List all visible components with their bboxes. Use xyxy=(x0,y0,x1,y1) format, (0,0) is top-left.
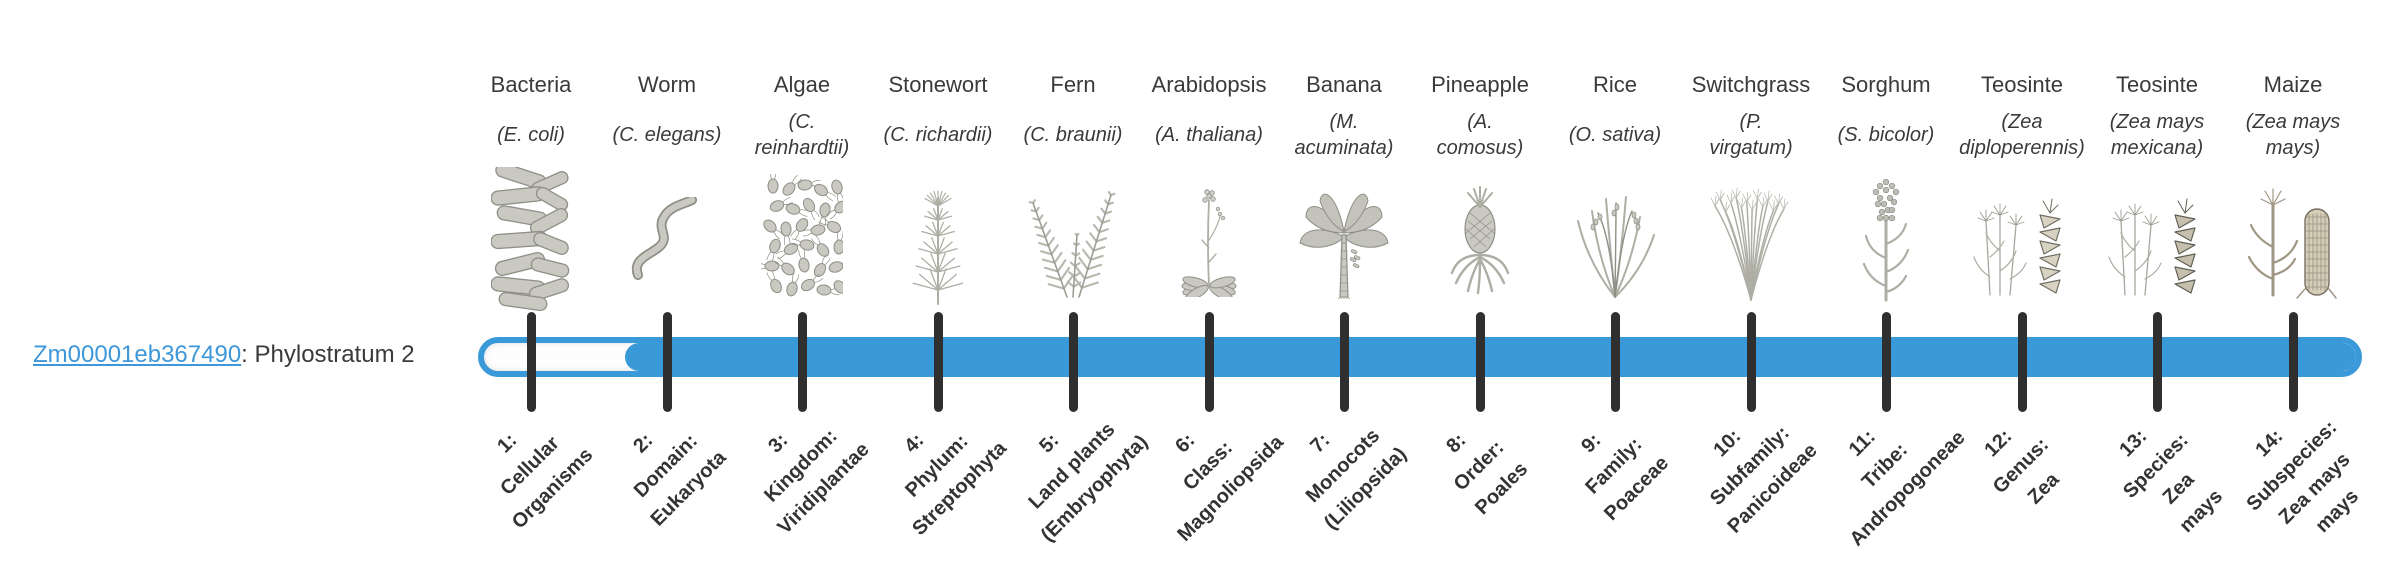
stratum-stage-label: 2: Domain: Eukaryota xyxy=(629,429,731,531)
stratum-column: Bacteria (E. coli) 1: Cellular Organisms xyxy=(411,0,651,580)
arabidopsis-illustration xyxy=(1089,166,1329,312)
gene-id-link[interactable]: Zm00001eb367490 xyxy=(33,341,242,368)
organism-name-label: Sorghum xyxy=(1841,72,1931,97)
organism-scientific-name: (Zea mays mexicana) xyxy=(2109,111,2205,159)
stratum-stage-label: 4: Phylum: Streptophyta xyxy=(900,429,1011,540)
organism-name-label: Switchgrass xyxy=(1691,72,1811,97)
pineapple-illustration xyxy=(1360,166,1600,312)
stratum-stage-label: 5: Land plants (Embryophyta) xyxy=(1024,418,1153,547)
stratum-stage-label: 1: Cellular Organisms xyxy=(493,429,598,534)
stratum-stage-label: 7: Monocots (Liliopsida) xyxy=(1301,424,1412,535)
organism-name-label: Bacteria xyxy=(490,72,572,97)
stratum-column: Worm (C. elegans) 2: Domain: Eukaryota xyxy=(547,0,787,580)
stratum-column: Fern (C. braunii) 5: Land plants (Embryo… xyxy=(953,0,1193,580)
stratum-column: Arabidopsis (A. thaliana) 6: Class: Magn… xyxy=(1089,0,1329,580)
stratum-column: Pineapple (A. comosus) 8: Order: Poales xyxy=(1360,0,1600,580)
bacteria-illustration xyxy=(411,166,651,312)
organism-name-label: Algae xyxy=(773,72,831,97)
stratum-stage-label: 11: Tribe: Andropogoneae xyxy=(1844,425,1970,551)
fern-illustration xyxy=(953,166,1193,312)
worm-illustration xyxy=(547,166,787,312)
gene-label: Zm00001eb367490: Phylostratum 2 xyxy=(33,341,415,369)
organism-name-label: Banana xyxy=(1306,72,1382,97)
banana-illustration xyxy=(1224,166,1464,312)
stratum-column: Rice (O. sativa) 9: Family: Poaceae xyxy=(1495,0,1735,580)
organism-name-label: Arabidopsis xyxy=(1151,72,1267,97)
organism-scientific-name: (S. bicolor) xyxy=(1837,124,1935,146)
organism-scientific-name: (A. thaliana) xyxy=(1155,124,1263,146)
organism-scientific-name: (C. elegans) xyxy=(612,124,722,146)
organism-name-label: Teosinte xyxy=(1981,72,2063,97)
organism-name-label: Rice xyxy=(1592,72,1637,97)
organism-name-label: Pineapple xyxy=(1431,72,1529,97)
switchgrass-illustration xyxy=(1631,166,1871,312)
stratum-stage-label: 9: Family: Poaceae xyxy=(1577,429,1674,526)
organism-name-label: Stonewort xyxy=(888,72,988,97)
organism-scientific-name: (Zea mays mays) xyxy=(2245,111,2341,159)
organism-name-label: Fern xyxy=(1050,72,1096,97)
organism-scientific-name: (E. coli) xyxy=(497,124,565,146)
algae-illustration xyxy=(682,166,922,312)
sorghum-illustration xyxy=(1766,166,2006,312)
stratum-column: Maize (Zea mays mays) 14: Subspecies: Ze… xyxy=(2173,0,2400,580)
stratum-stage-label: 8: Order: Poales xyxy=(1442,429,1533,520)
stratum-stage-label: 3: Kingdom: Viridiplantae xyxy=(760,425,874,539)
stratum-column: Switchgrass (P. virgatum) 10: Subfamily:… xyxy=(1631,0,1871,580)
organism-name-label: Maize xyxy=(2263,72,2323,97)
organism-scientific-name: (C. richardii) xyxy=(883,124,993,146)
timeline-bar xyxy=(478,337,2362,377)
organism-scientific-name: (C. braunii) xyxy=(1023,124,1123,146)
organism-name-label: Worm xyxy=(637,72,697,97)
stratum-column: Stonewort (C. richardii) 4: Phylum: Stre… xyxy=(818,0,1058,580)
stratum-stage-label: 14: Subspecies: Zea mays mays xyxy=(2242,416,2364,538)
organism-scientific-name: (A. comosus) xyxy=(1436,111,1524,159)
organism-scientific-name: (P. virgatum) xyxy=(1709,111,1793,159)
stratum-column: Teosinte (Zea diploperennis) 12: Genus: … xyxy=(1902,0,2142,580)
organism-scientific-name: (M. acuminata) xyxy=(1294,111,1394,159)
rice-illustration xyxy=(1495,166,1735,312)
organism-scientific-name: (O. sativa) xyxy=(1568,124,1662,146)
stratum-stage-label: 6: Class: Magnoliopsida xyxy=(1171,429,1288,546)
teosinte-mexicana-illustration xyxy=(2037,166,2277,312)
organism-scientific-name: (C. reinhardtii) xyxy=(754,111,850,159)
organism-scientific-name: (Zea diploperennis) xyxy=(1959,111,2085,159)
teosinte-diploperennis-illustration xyxy=(1902,166,2142,312)
stratum-column: Banana (M. acuminata) 7: Monocots (Lilio… xyxy=(1224,0,1464,580)
stratum-column: Algae (C. reinhardtii) 3: Kingdom: Virid… xyxy=(682,0,922,580)
organism-name-label: Teosinte xyxy=(2116,72,2198,97)
stratum-stage-label: 12: Genus: Zea xyxy=(1980,425,2064,509)
gene-phylostratum-text: : Phylostratum 2 xyxy=(241,341,415,368)
stratum-column: Sorghum (S. bicolor) 11: Tribe: Andropog… xyxy=(1766,0,2006,580)
maize-illustration xyxy=(2173,166,2400,312)
stratum-column: Teosinte (Zea mays mexicana) 13: Species… xyxy=(2037,0,2277,580)
stonewort-illustration xyxy=(818,166,1058,312)
timeline-bar-fill xyxy=(625,343,2356,371)
stratum-stage-label: 10: Subfamily: Panicoideae xyxy=(1706,422,1822,538)
stratum-stage-label: 13: Species: Zea mays xyxy=(2115,425,2228,538)
